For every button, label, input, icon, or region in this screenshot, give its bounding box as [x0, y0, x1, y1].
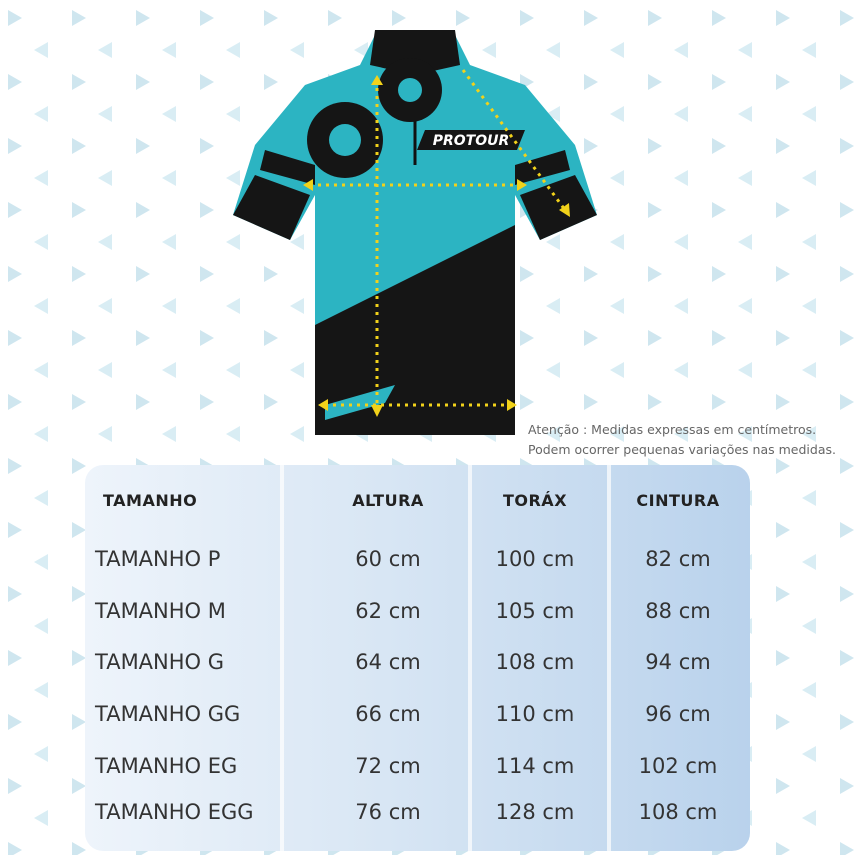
- size-value: 60 cm: [355, 547, 421, 571]
- size-value: 66 cm: [355, 702, 421, 726]
- size-value: 96 cm: [645, 702, 711, 726]
- size-name: TAMANHO M: [95, 599, 226, 623]
- column-header: ALTURA: [352, 491, 424, 510]
- jersey-illustration: PROTOUR: [233, 30, 597, 435]
- jersey-logo: PROTOUR: [433, 133, 510, 149]
- size-table: TAMANHO ALTURA TORÁX CINTURA TAMANHO P 60 cm 1…: [85, 465, 750, 851]
- column-divider: [607, 465, 611, 851]
- size-value: 114 cm: [495, 754, 575, 778]
- note-line: Atenção : Medidas expressas em centímetr…: [528, 422, 817, 437]
- size-name: TAMANHO G: [95, 650, 225, 674]
- size-value: 82 cm: [645, 547, 711, 571]
- size-value: 108 cm: [495, 650, 575, 674]
- note-line: Podem ocorrer pequenas variações nas med…: [528, 442, 836, 457]
- size-value: 76 cm: [355, 800, 421, 824]
- column-header: TAMANHO: [103, 491, 198, 510]
- size-value: 105 cm: [495, 599, 575, 623]
- size-name: TAMANHO GG: [95, 702, 241, 726]
- size-value: 94 cm: [645, 650, 711, 674]
- size-value: 72 cm: [355, 754, 421, 778]
- column-header: TORÁX: [502, 491, 568, 510]
- column-header: CINTURA: [636, 491, 720, 510]
- column-divider: [280, 465, 284, 851]
- size-value: 88 cm: [645, 599, 711, 623]
- column-divider: [468, 465, 472, 851]
- size-value: 110 cm: [495, 702, 575, 726]
- size-name: TAMANHO EGG: [95, 800, 254, 824]
- size-value: 102 cm: [638, 754, 718, 778]
- size-value: 128 cm: [495, 800, 575, 824]
- size-name: TAMANHO EG: [95, 754, 238, 778]
- size-value: 62 cm: [355, 599, 421, 623]
- size-name: TAMANHO P: [95, 547, 221, 571]
- size-value: 64 cm: [355, 650, 421, 674]
- size-value: 108 cm: [638, 800, 718, 824]
- size-value: 100 cm: [495, 547, 575, 571]
